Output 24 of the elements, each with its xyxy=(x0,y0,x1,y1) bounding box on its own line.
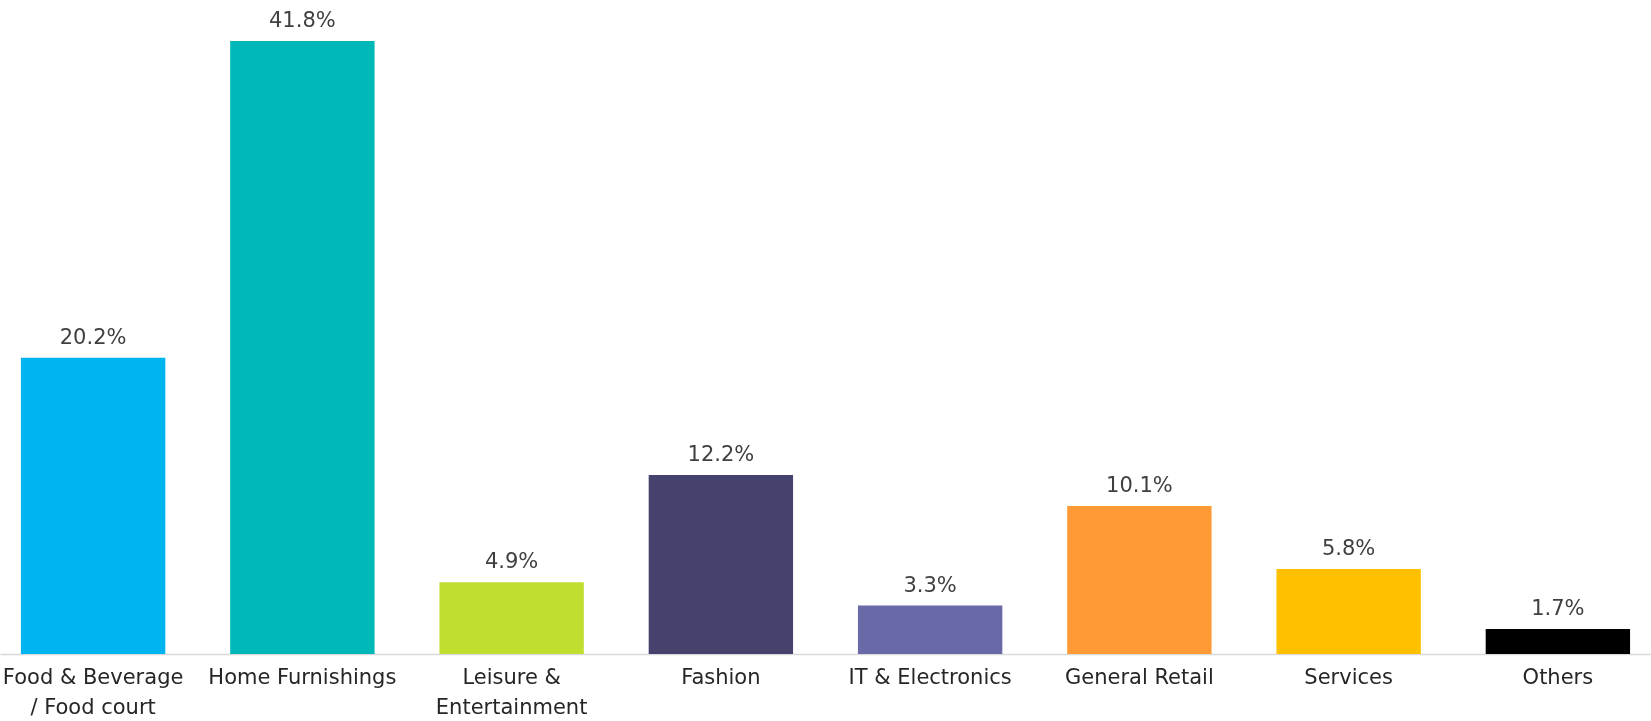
bar xyxy=(857,605,1003,654)
x-tick-label: General Retail xyxy=(1064,664,1214,689)
bar xyxy=(20,357,166,654)
bar xyxy=(1485,629,1631,654)
data-label: 20.2% xyxy=(59,324,127,349)
data-label: 1.7% xyxy=(1531,596,1585,621)
data-label: 3.3% xyxy=(903,572,957,597)
x-tick-label: Home Furnishings xyxy=(208,664,397,689)
x-tick-label: Fashion xyxy=(681,664,761,689)
data-label: 41.8% xyxy=(269,8,336,32)
x-tick-label: Food & Beverage / Food court xyxy=(2,664,184,719)
data-label: 4.9% xyxy=(484,549,539,574)
bar xyxy=(1276,568,1421,654)
bar xyxy=(648,475,794,654)
x-tick-label: Others xyxy=(1522,664,1594,689)
data-label: 10.1% xyxy=(1106,472,1173,497)
x-tick-label: Leisure & Entertainment xyxy=(435,664,588,719)
data-label: 5.8% xyxy=(1321,535,1376,560)
bar xyxy=(1067,505,1212,654)
x-tick-label: IT & Electronics xyxy=(848,664,1012,689)
data-label: 12.2% xyxy=(687,442,755,467)
x-tick-label: Services xyxy=(1304,664,1393,689)
bar xyxy=(439,582,584,654)
bar xyxy=(230,41,375,654)
